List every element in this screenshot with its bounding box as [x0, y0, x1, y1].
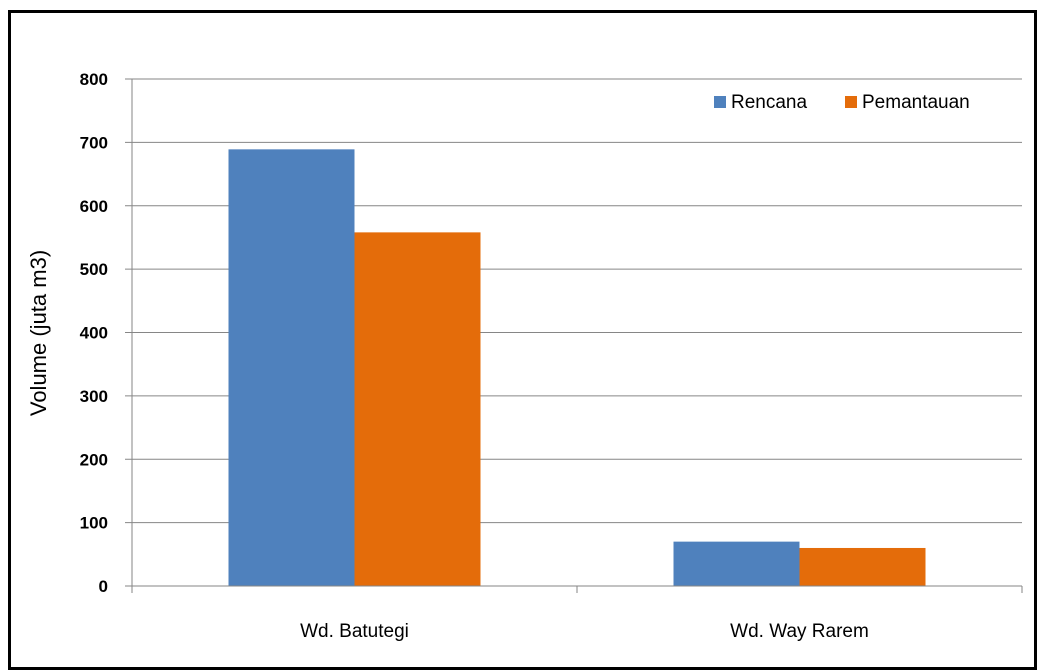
y-tick-label: 200 [80, 450, 108, 469]
bar-rencana-0 [228, 149, 355, 586]
y-tick-label: 500 [80, 260, 108, 279]
x-tick-labels: Wd. Batutegi Wd. Way Rarem [300, 621, 869, 642]
bar-pemantauan-1 [799, 547, 926, 586]
legend: Rencana Pemantauan [714, 92, 970, 113]
y-tick-label: 700 [80, 133, 108, 152]
legend-label-rencana: Rencana [731, 92, 807, 113]
y-tick-label: 0 [99, 577, 108, 596]
legend-swatch-pemantauan [845, 96, 857, 108]
y-tick-label: 600 [80, 197, 108, 216]
y-tick-label: 800 [80, 70, 108, 89]
bars [228, 149, 926, 586]
y-tick-label: 400 [80, 324, 108, 343]
x-tick-label: Wd. Way Rarem [730, 621, 869, 642]
y-tick-label: 300 [80, 387, 108, 406]
legend-label-pemantauan: Pemantauan [862, 92, 970, 113]
bar-pemantauan-0 [354, 232, 481, 586]
legend-swatch-rencana [714, 96, 726, 108]
axes [125, 78, 1023, 593]
bar-rencana-1 [673, 541, 800, 586]
y-axis-label: Volume (juta m3) [26, 250, 51, 416]
y-tick-label: 100 [80, 514, 108, 533]
y-tick-labels: 0 100 200 300 400 500 600 700 800 [80, 70, 108, 596]
x-tick-label: Wd. Batutegi [300, 621, 409, 642]
